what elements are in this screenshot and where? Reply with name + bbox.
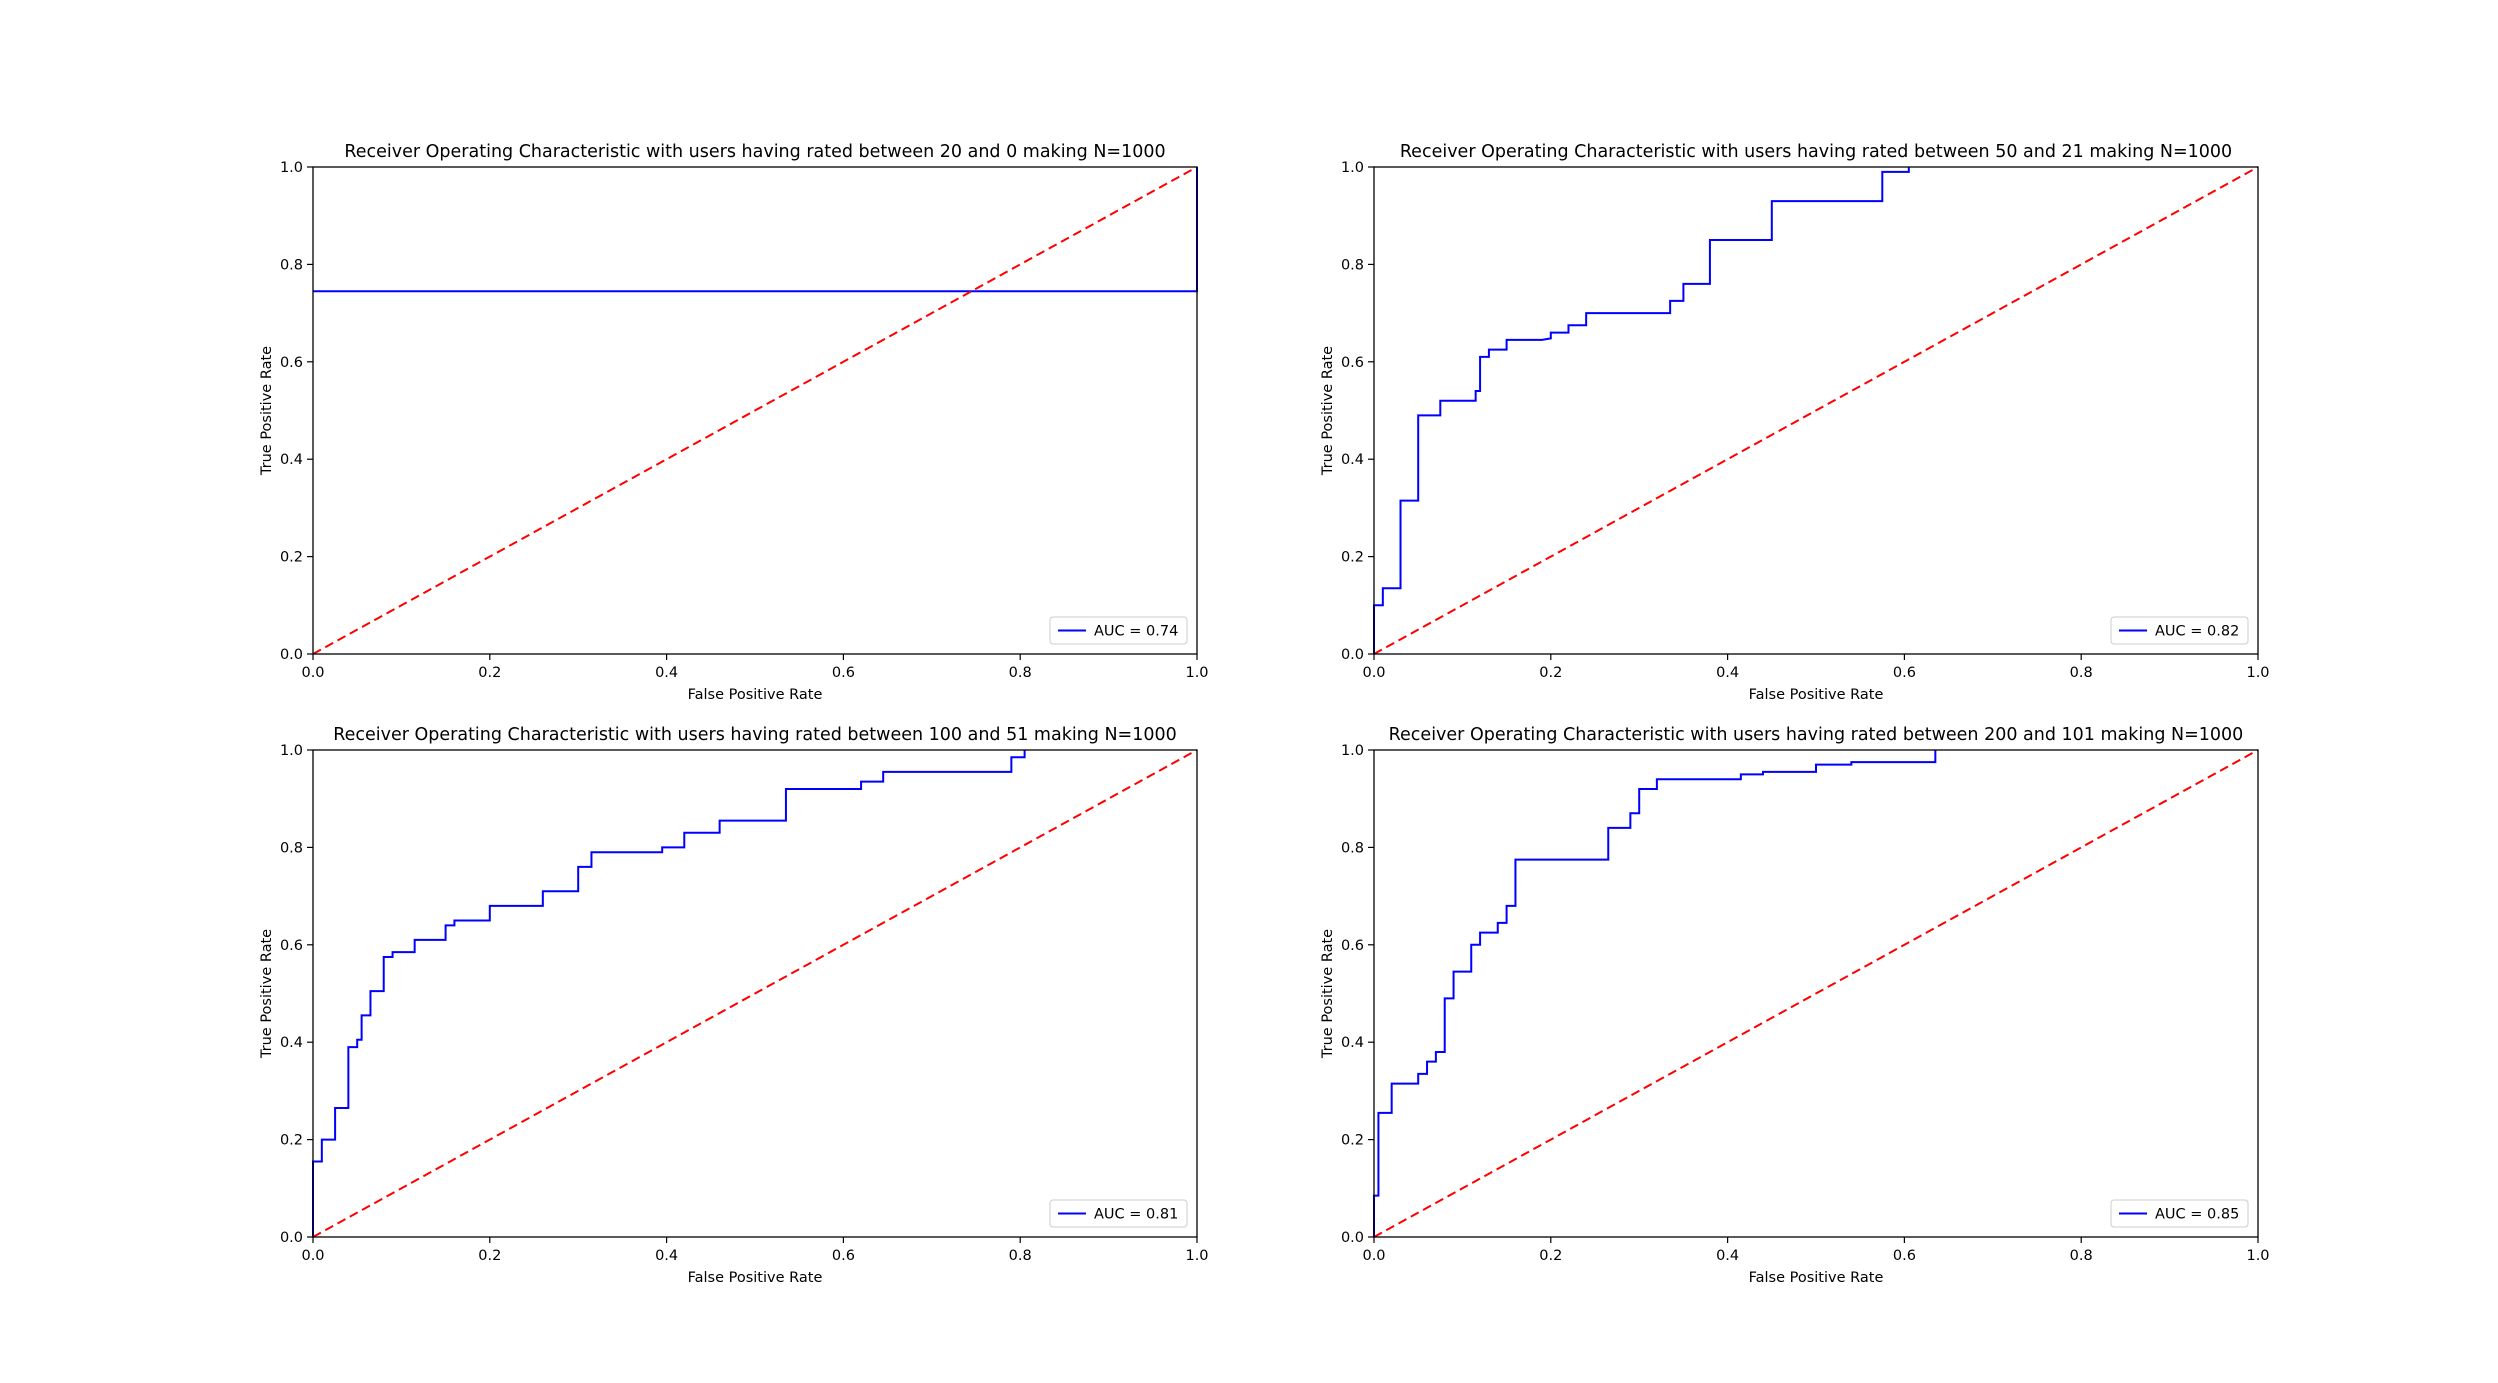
- y-axis-label: True Positive Rate: [259, 346, 275, 476]
- x-tick-label: 0.0: [301, 665, 324, 681]
- x-tick-label: 0.4: [1716, 1248, 1739, 1264]
- legend-label: AUC = 0.74: [1094, 624, 1178, 640]
- x-tick-label: 0.4: [1716, 665, 1739, 681]
- chart-title: Receiver Operating Characteristic with u…: [333, 725, 1177, 745]
- x-tick-label: 1.0: [1185, 1248, 1208, 1264]
- roc-panel-2: 0.0 0.2 0.4 0.6 0.8 1.0 0.0 0.2 0.4 0.6 0.8 1.0 Rece…: [1320, 142, 2270, 703]
- x-tick-label: 1.0: [1185, 665, 1208, 681]
- axes-frame: [1373, 166, 2259, 655]
- y-tick-label: 0.4: [1341, 452, 1364, 468]
- y-tick-label: 0.4: [1341, 1035, 1364, 1051]
- y-tick-label: 0.4: [280, 1035, 303, 1051]
- y-tick-label: 0.8: [280, 257, 303, 273]
- roc-curve-line: [313, 167, 1198, 293]
- chance-diagonal-line: [312, 166, 1198, 655]
- x-tick-label: 0.8: [1009, 665, 1032, 681]
- chart-title: Receiver Operating Characteristic with u…: [1389, 725, 2244, 745]
- x-tick-label: 1.0: [2246, 665, 2269, 681]
- x-tick-label: 0.8: [2070, 1248, 2093, 1264]
- x-tick-label: 0.4: [655, 665, 678, 681]
- x-tick-label: 0.2: [478, 1248, 501, 1264]
- y-tick-label: 0.2: [1341, 1133, 1364, 1149]
- axes-frame: [312, 749, 1198, 1238]
- y-tick-label: 0.6: [1341, 355, 1364, 371]
- legend-label: AUC = 0.82: [2155, 624, 2239, 640]
- legend: AUC = 0.74: [1049, 616, 1188, 645]
- y-tick-label: 0.0: [280, 647, 303, 663]
- roc-curve-line: [1373, 750, 1937, 1237]
- axes-frame: [1373, 749, 2259, 1238]
- legend-box: [1049, 616, 1188, 645]
- roc-panel-1: 0.0 0.2 0.4 0.6 0.8 1.0 0.0 0.2 0.4 0.6 0.8 1.0 Rece…: [259, 142, 1209, 703]
- y-tick-label: 0.0: [280, 1230, 303, 1246]
- y-tick-label: 0.2: [1341, 550, 1364, 566]
- y-axis-label: True Positive Rate: [1320, 346, 1336, 476]
- y-tick-label: 0.6: [280, 938, 303, 954]
- x-tick-label: 0.6: [832, 1248, 855, 1264]
- y-tick-label: 0.2: [280, 1133, 303, 1149]
- legend: AUC = 0.85: [2110, 1199, 2249, 1228]
- x-tick-label: 0.2: [478, 665, 501, 681]
- chance-diagonal-line: [312, 749, 1198, 1238]
- roc-panel-4: 0.0 0.2 0.4 0.6 0.8 1.0 0.0 0.2 0.4 0.6 0.8 1.0 Rece…: [1320, 725, 2270, 1286]
- legend: AUC = 0.82: [2110, 616, 2249, 645]
- y-tick-label: 0.8: [1341, 840, 1364, 856]
- y-axis-label: True Positive Rate: [259, 929, 275, 1059]
- x-axis-label: False Positive Rate: [1749, 687, 1884, 703]
- y-tick-label: 1.0: [1341, 743, 1364, 759]
- y-tick-label: 1.0: [280, 160, 303, 176]
- legend-label: AUC = 0.85: [2155, 1207, 2239, 1223]
- chart-title: Receiver Operating Characteristic with u…: [1400, 142, 2232, 162]
- y-tick-label: 0.0: [1341, 647, 1364, 663]
- y-tick-label: 0.2: [280, 550, 303, 566]
- x-tick-label: 0.6: [1893, 665, 1916, 681]
- x-axis-label: False Positive Rate: [688, 687, 823, 703]
- y-tick-label: 0.4: [280, 452, 303, 468]
- x-axis-label: False Positive Rate: [1749, 1270, 1884, 1286]
- chance-diagonal-line: [1373, 749, 2259, 1238]
- y-tick-label: 1.0: [1341, 160, 1364, 176]
- roc-curve-line: [312, 750, 1026, 1237]
- y-tick-label: 0.0: [1341, 1230, 1364, 1246]
- x-tick-label: 0.6: [832, 665, 855, 681]
- roc-curve-line: [1373, 167, 1910, 654]
- chance-diagonal-line: [1373, 166, 2259, 655]
- x-tick-label: 0.6: [1893, 1248, 1916, 1264]
- legend-box: [1049, 1199, 1188, 1228]
- y-tick-label: 0.6: [280, 355, 303, 371]
- x-tick-label: 0.0: [1362, 1248, 1385, 1264]
- chart-title: Receiver Operating Characteristic with u…: [344, 142, 1165, 162]
- x-axis-label: False Positive Rate: [688, 1270, 823, 1286]
- x-tick-label: 0.2: [1539, 1248, 1562, 1264]
- x-tick-label: 0.8: [2070, 665, 2093, 681]
- x-tick-label: 0.8: [1009, 1248, 1032, 1264]
- legend-box: [2110, 616, 2249, 645]
- x-tick-label: 0.0: [1362, 665, 1385, 681]
- y-axis-label: True Positive Rate: [1320, 929, 1336, 1059]
- legend: AUC = 0.81: [1049, 1199, 1188, 1228]
- y-tick-label: 0.8: [280, 840, 303, 856]
- axes-frame: [312, 166, 1198, 655]
- x-tick-label: 1.0: [2246, 1248, 2269, 1264]
- roc-panel-3: 0.0 0.2 0.4 0.6 0.8 1.0 0.0 0.2 0.4 0.6 0.8 1.0 Rece…: [259, 725, 1209, 1286]
- y-tick-label: 1.0: [280, 743, 303, 759]
- y-tick-label: 0.6: [1341, 938, 1364, 954]
- x-tick-label: 0.2: [1539, 665, 1562, 681]
- legend-box: [2110, 1199, 2249, 1228]
- x-tick-label: 0.4: [655, 1248, 678, 1264]
- legend-label: AUC = 0.81: [1094, 1207, 1178, 1223]
- x-tick-label: 0.0: [301, 1248, 324, 1264]
- y-tick-label: 0.8: [1341, 257, 1364, 273]
